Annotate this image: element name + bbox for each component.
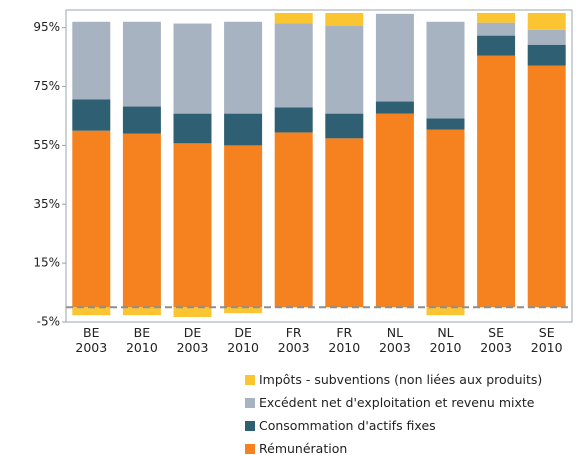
bar-segment <box>224 21 263 114</box>
bar-segment <box>375 113 414 308</box>
legend-label: Consommation d'actifs fixes <box>259 418 436 433</box>
bar-segment <box>477 22 516 36</box>
bar-segment <box>325 138 364 308</box>
x-tick-label: DE 2010 <box>227 325 259 355</box>
bar-segment <box>426 21 465 119</box>
legend-swatch <box>245 375 255 385</box>
bar-segment <box>173 143 212 308</box>
x-tick-label: BE 2003 <box>75 325 108 355</box>
bar-segment <box>72 307 111 316</box>
bar-segment <box>477 35 516 56</box>
bar-segment <box>527 12 566 30</box>
bar-segment <box>375 13 414 102</box>
bar-segment <box>173 23 212 114</box>
bar-segment <box>527 29 566 45</box>
bar-segment <box>274 132 313 308</box>
bar-segment <box>325 25 364 114</box>
bar-segment <box>477 55 516 308</box>
bar-segment <box>426 307 465 316</box>
y-tick-label: 15% <box>33 256 60 270</box>
legend-swatch <box>245 398 255 408</box>
x-tick-label: NL 2003 <box>378 325 411 355</box>
bar-segment <box>72 99 111 131</box>
legend-label: Impôts - subventions (non liées aux prod… <box>259 372 543 387</box>
x-tick-label: NL 2010 <box>429 325 462 355</box>
bar-segment <box>527 65 566 308</box>
bar-segment <box>477 12 516 23</box>
legend-label: Excédent net d'exploitation et revenu mi… <box>259 395 535 410</box>
bar-segment <box>224 113 263 146</box>
bar-segment <box>122 106 161 134</box>
bar-segment <box>274 23 313 108</box>
legend-entry: Impôts - subventions (non liées aux prod… <box>245 372 542 387</box>
legend-entry: Rémunération <box>245 441 347 455</box>
x-tick-label: FR 2003 <box>277 325 310 355</box>
bar-segment <box>224 307 263 314</box>
bar-segment <box>224 145 263 308</box>
legend-label: Rémunération <box>259 441 348 455</box>
legend-swatch <box>245 444 255 454</box>
plot-frame <box>65 9 573 323</box>
bar-segment <box>72 21 111 100</box>
bar-segment <box>274 107 313 133</box>
bar-segment <box>274 12 313 24</box>
x-tick-label: SE 2003 <box>480 325 512 355</box>
y-tick-label: 95% <box>33 20 60 34</box>
bar-segment <box>122 21 161 107</box>
bar-segment <box>426 129 465 308</box>
x-tick-label: SE 2010 <box>530 325 563 355</box>
bar-segment <box>527 44 566 66</box>
bar-segment <box>173 113 212 144</box>
x-tick-label: BE 2010 <box>125 325 158 355</box>
y-tick-label: 55% <box>33 138 60 152</box>
bar-segment <box>325 113 364 139</box>
y-tick-label: 75% <box>33 79 60 93</box>
bar-segment <box>72 130 111 308</box>
bar-segment <box>325 12 364 26</box>
y-tick-label: -5% <box>37 315 60 329</box>
x-tick-label: DE 2003 <box>176 325 209 355</box>
y-tick-label: 35% <box>33 197 60 211</box>
legend-swatch <box>245 421 255 431</box>
x-tick-label: FR 2010 <box>328 325 361 355</box>
legend-entry: Consommation d'actifs fixes <box>245 418 436 433</box>
bar-segment <box>122 133 161 308</box>
bar-segment <box>122 307 161 316</box>
legend-entry: Excédent net d'exploitation et revenu mi… <box>245 395 534 410</box>
bar-segment <box>173 307 212 317</box>
bar-segment <box>426 118 465 130</box>
bar-segment <box>375 101 414 114</box>
